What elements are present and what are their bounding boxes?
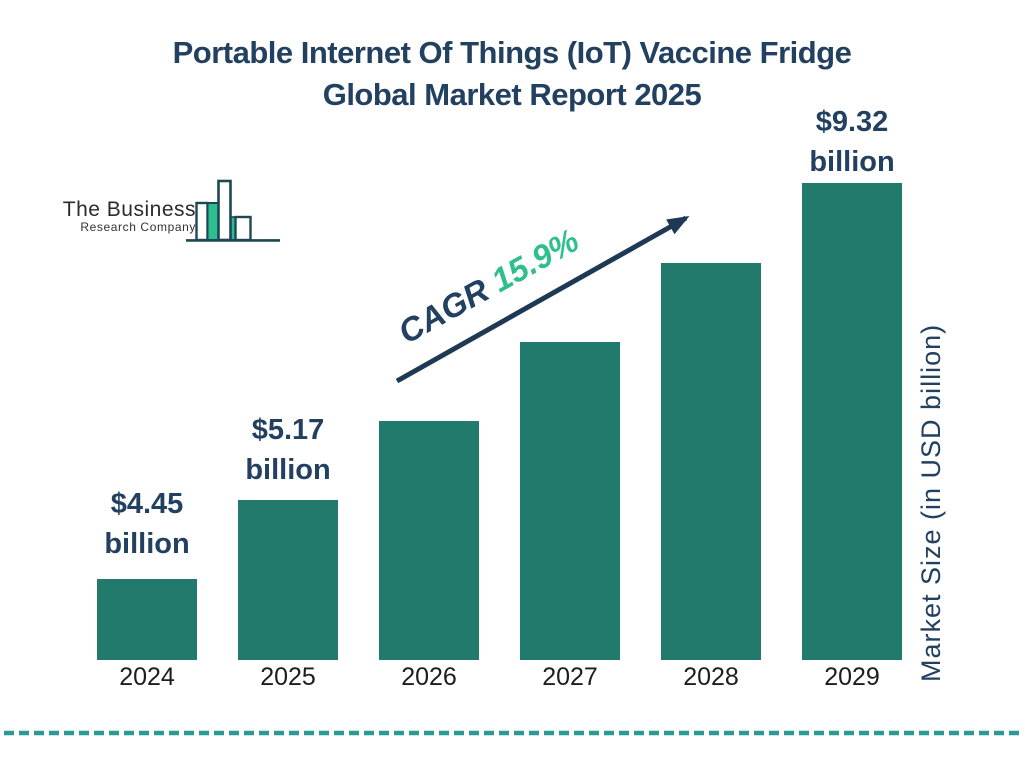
value-amount: $4.45 [110, 488, 184, 520]
logo-bar-chart-icon [186, 179, 280, 242]
bar-2024 [97, 579, 197, 660]
logo-subname: Research Company [80, 220, 196, 234]
value-amount: $9.32 [815, 106, 889, 138]
chart-title: Portable Internet Of Things (IoT) Vaccin… [0, 32, 1024, 116]
logo-wordmark: The Business Research Company [52, 199, 196, 234]
x-axis-label-2029: 2029 [824, 663, 880, 691]
bar-2028 [661, 263, 761, 660]
cagr-value: 15.9% [485, 221, 585, 299]
logo-name: The Business [62, 198, 196, 221]
x-axis-label-2025: 2025 [260, 663, 316, 691]
bar-2029 [802, 183, 902, 660]
bar-2027 [520, 342, 620, 660]
cagr-label: CAGR 15.9% [392, 221, 585, 350]
value-unit: billion [809, 146, 895, 178]
value-amount: $5.17 [251, 414, 325, 446]
chart-title-line1: Portable Internet Of Things (IoT) Vaccin… [172, 35, 852, 70]
bar-value-label-2025: $5.17 billion [208, 410, 368, 490]
value-unit: billion [245, 454, 331, 486]
value-unit: billion [104, 528, 190, 560]
x-axis-label-2028: 2028 [683, 663, 739, 691]
bar-2025 [238, 500, 338, 660]
chart-title-line2: Global Market Report 2025 [322, 77, 702, 112]
bar-value-label-2029: $9.32 billion [772, 102, 932, 182]
x-axis-label-2027: 2027 [542, 663, 598, 691]
cagr-prefix: CAGR [392, 267, 503, 351]
y-axis-title: Market Size (in USD billion) [916, 323, 946, 683]
x-axis-label-2026: 2026 [401, 663, 457, 691]
bar-value-label-2024: $4.45 billion [67, 484, 227, 564]
bar-2026 [379, 421, 479, 660]
x-axis-label-2024: 2024 [119, 663, 175, 691]
